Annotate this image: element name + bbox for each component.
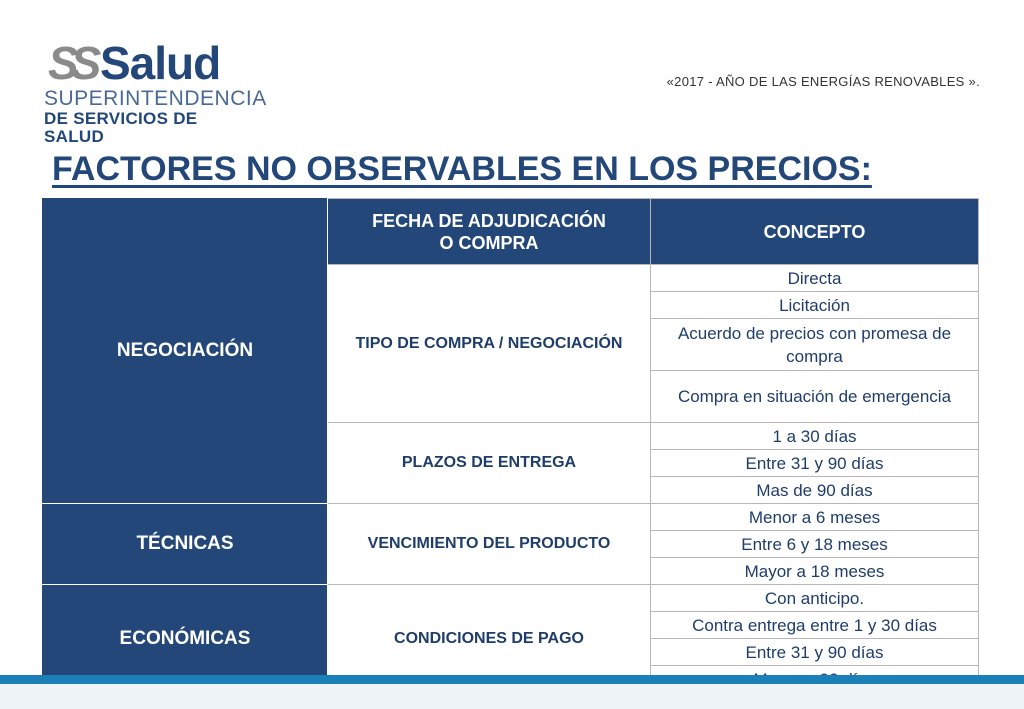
concept-cell: Compra en situación de emergencia — [650, 370, 979, 423]
category-cell: TÉCNICAS — [42, 503, 328, 585]
subcategory-cell: PLAZOS DE ENTREGA — [327, 422, 651, 504]
header-fecha-line: FECHA DE ADJUDICACIÓN — [372, 210, 606, 231]
concept-cell: Con anticipo. — [650, 584, 979, 612]
concept-cell: Entre 31 y 90 días — [650, 638, 979, 666]
logo-brand: Salud — [100, 37, 221, 89]
concept-cell: Mayor a 18 meses — [650, 557, 979, 585]
year-motto: «2017 - AÑO DE LAS ENERGÍAS RENOVABLES »… — [666, 74, 980, 89]
header-concepto: CONCEPTO — [650, 198, 979, 265]
concept-cell: Contra entrega entre 1 y 30 días — [650, 611, 979, 639]
header-fecha-adjudicacion: FECHA DE ADJUDICACIÓN O COMPRA — [327, 198, 651, 265]
table-row: ECONÓMICAS CONDICIONES DE PAGO Con anticip… — [42, 584, 979, 693]
table-header-row: NEGOCIACIÓN FECHA DE ADJUDICACIÓN O COMPR… — [42, 198, 979, 504]
logo-subtitle-line2: DE SERVICIOS DE SALUD — [44, 109, 198, 146]
logo: SS Salud SUPERINTENDENCIA DE SERVICIOS D… — [44, 37, 266, 146]
footer-stripe — [0, 675, 1024, 684]
category-cell: ECONÓMICAS — [42, 584, 328, 693]
table-row: TÉCNICAS VENCIMIENTO DEL PRODUCTO Menor a … — [42, 503, 979, 585]
concept-cell: Acuerdo de precios con promesa de compra — [650, 318, 979, 371]
factors-table-body: NEGOCIACIÓN FECHA DE ADJUDICACIÓN O COMPR… — [42, 198, 979, 693]
table-row: Acuerdo de precios con promesa de compra — [43, 318, 979, 371]
footer-band — [0, 684, 1024, 709]
category-cell: NEGOCIACIÓN — [42, 198, 328, 504]
concept-cell: 1 a 30 días — [650, 422, 979, 450]
concept-cell: Mas de 90 días — [650, 476, 979, 504]
concept-cell: Entre 6 y 18 meses — [650, 530, 979, 558]
table-row: Entre 31 y 90 días — [43, 449, 979, 477]
concept-cell: Entre 31 y 90 días — [650, 449, 979, 477]
concept-cell: Menor a 6 meses — [650, 503, 979, 531]
table-row: TIPO DE COMPRA / NEGOCIACIÓN Directa — [43, 264, 979, 423]
subcategory-cell: TIPO DE COMPRA / NEGOCIACIÓN — [327, 264, 651, 423]
factors-table: NEGOCIACIÓN FECHA DE ADJUDICACIÓN O COMPR… — [42, 198, 979, 693]
header-fecha-line: O COMPRA — [439, 232, 539, 253]
subcategory-cell: VENCIMIENTO DEL PRODUCTO — [327, 503, 651, 585]
concept-cell: Directa — [650, 264, 979, 292]
table-row: Compra en situación de emergencia — [43, 370, 979, 423]
subcategory-cell: CONDICIONES DE PAGO — [327, 584, 651, 693]
page-title: FACTORES NO OBSERVABLES EN LOS PRECIOS: — [52, 150, 872, 188]
table-row: Mas de 90 días — [43, 476, 979, 504]
table-row: Entre 6 y 18 meses — [43, 530, 979, 558]
table-row: Mayor a 18 meses — [43, 557, 979, 585]
concept-cell: Licitación — [650, 291, 979, 319]
logo-mark: SS — [48, 37, 101, 89]
logo-subtitle-line1: SUPERINTENDENCIA — [44, 87, 267, 110]
